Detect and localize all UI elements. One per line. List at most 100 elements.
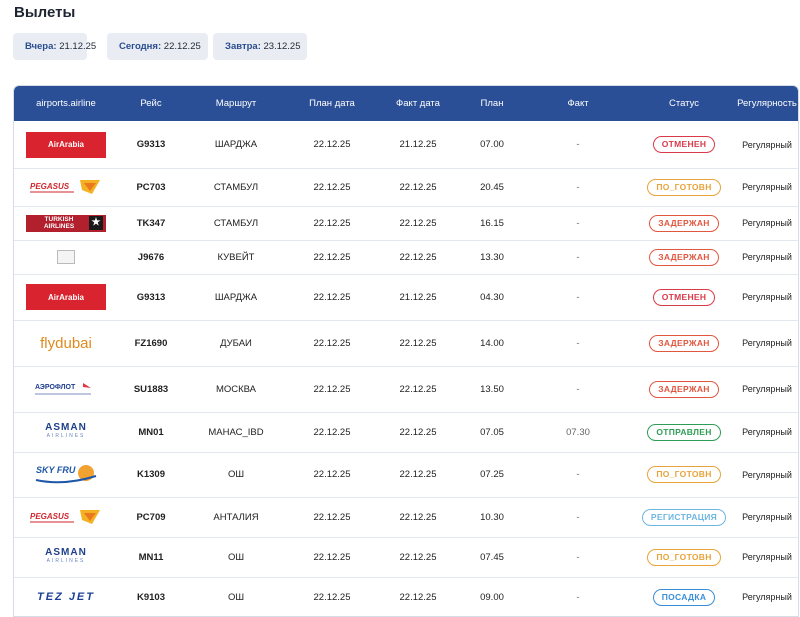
flight-number: G9313	[136, 291, 166, 303]
col-plan-date[interactable]: План дата	[309, 98, 355, 109]
tab-tomorrow[interactable]: Завтра: 23.12.25	[213, 33, 307, 60]
bird-icon: ★	[89, 216, 103, 230]
plan-time: 07.05	[480, 426, 504, 438]
fact-time: -	[576, 139, 580, 150]
plan-time: 07.00	[480, 139, 504, 150]
table-row[interactable]: TEZ JET K9103 ОШ 22.12.25 22.12.25 09.00 - ПОСА…	[14, 577, 798, 616]
logo-text: ASMAN	[45, 422, 87, 433]
col-status[interactable]: Статус	[668, 98, 700, 109]
departures-table: airports.airline Рейс Маршрут План дата …	[13, 85, 799, 617]
tab-yesterday-label: Вчера:	[25, 41, 57, 52]
plan-date: 22.12.25	[313, 291, 351, 303]
logo-text: TEZ JET	[36, 591, 95, 603]
airline-logo-cell: PEGASUS	[14, 497, 118, 537]
logo-text: flydubai	[40, 334, 92, 352]
status-cell: ЗАДЕРЖАН	[632, 240, 736, 274]
flight-number: MN01	[138, 426, 164, 438]
status-badge: ОТМЕНЕН	[652, 136, 716, 153]
fact-time: -	[576, 591, 580, 603]
tab-today[interactable]: Сегодня: 22.12.25	[107, 33, 208, 60]
regularity: Регулярный	[742, 384, 792, 394]
logo-text: AirArabia	[47, 140, 84, 149]
plan-date: 22.12.25	[313, 217, 351, 229]
route: ШАРДЖА	[214, 291, 258, 303]
regularity: Регулярный	[742, 338, 792, 348]
fact-date: 22.12.25	[399, 591, 437, 603]
fact-time: -	[576, 469, 580, 480]
plan-date: 22.12.25	[313, 469, 351, 480]
asman-airlines-logo: ASMAN AIRLINES	[45, 423, 87, 441]
airline-logo-cell: flydubai	[14, 320, 118, 366]
fact-date: 22.12.25	[399, 551, 437, 563]
table-row[interactable]: AirArabia G9313 ШАРДЖА 22.12.25 21.12.25 07.0…	[14, 121, 798, 169]
fact-date: 22.12.25	[399, 426, 437, 438]
route: ДУБАИ	[220, 337, 252, 349]
regularity: Регулярный	[742, 469, 792, 480]
table-row[interactable]: ASMAN AIRLINES MN01 МАНАС_IBD 22.12.25 22.12.…	[14, 412, 798, 453]
route: СТАМБУЛ	[213, 217, 259, 229]
fact-date: 22.12.25	[399, 383, 437, 395]
table-row[interactable]: J9676 КУВЕЙТ 22.12.25 22.12.25 13.30 - ЗАДЕРЖА…	[14, 240, 798, 275]
table-row[interactable]: PEGASUS PC709 АНТАЛИЯ 22.12.25 22.12.25 10.30…	[14, 497, 798, 538]
logo-subtext: AIRLINES	[46, 433, 86, 439]
flight-number: PC703	[136, 181, 166, 193]
plan-date: 22.12.25	[313, 139, 351, 150]
col-fact-date[interactable]: Факт дата	[396, 98, 440, 109]
logo-text: PEGASUS	[30, 182, 70, 191]
route: ОШ	[227, 469, 245, 480]
route: ШАРДЖА	[214, 139, 258, 150]
status-badge: ЗАДЕРЖАН	[649, 214, 719, 232]
plan-time: 10.30	[480, 511, 504, 523]
table-row[interactable]: TURKISH AIRLINES ★ TK347 СТАМБУЛ 22.12.25 22.…	[14, 206, 798, 241]
plan-time: 07.45	[480, 551, 504, 563]
plan-time: 09.00	[480, 591, 504, 603]
fact-date: 21.12.25	[399, 139, 437, 150]
flight-number: K1309	[137, 469, 165, 480]
table-row[interactable]: flydubai FZ1690 ДУБАИ 22.12.25 22.12.25 14.00…	[14, 320, 798, 367]
airline-logo-cell: AirArabia	[14, 274, 118, 320]
col-regularity[interactable]: Регулярность	[737, 98, 797, 109]
asman-airlines-logo: ASMAN AIRLINES	[45, 548, 87, 566]
col-airline[interactable]: airports.airline	[36, 98, 96, 109]
regularity: Регулярный	[742, 512, 792, 522]
col-fact[interactable]: Факт	[567, 98, 589, 109]
fact-time: -	[576, 181, 580, 193]
table-row[interactable]: ASMAN AIRLINES MN11 ОШ 22.12.25 22.12.25 07.45…	[14, 537, 798, 578]
logo-text: АЭРОФЛОТ	[35, 384, 76, 391]
table-row[interactable]: PEGASUS PC703 Стамбул 22.12.25 22.12.25 20.45…	[14, 168, 798, 207]
table-row[interactable]: SKY FRU K1309 ОШ 22.12.25 22.12.25 07.25 - ПО_Г…	[14, 452, 798, 498]
regularity: Регулярный	[742, 218, 792, 228]
fact-time: -	[576, 383, 580, 395]
fact-date: 22.12.25	[399, 337, 437, 349]
plan-date: 22.12.25	[313, 551, 351, 563]
tab-today-label: Сегодня:	[119, 41, 162, 52]
plan-time: 13.50	[480, 383, 504, 395]
col-plan[interactable]: План	[480, 98, 504, 109]
logo-subtext: AIRLINES	[46, 558, 86, 564]
flight-number: PC709	[136, 511, 166, 523]
status-cell: ОТМЕНЕН	[632, 274, 736, 320]
regularity: Регулярный	[742, 182, 792, 192]
status-badge: ЗАДЕРЖАН	[649, 380, 719, 398]
fact-time: -	[576, 511, 580, 523]
route: МАНАС_IBD	[208, 426, 264, 438]
plan-time: 13.30	[480, 251, 504, 263]
plan-date: 22.12.25	[313, 337, 351, 349]
logo-text: ASMAN	[45, 547, 87, 558]
col-route[interactable]: Маршрут	[215, 98, 257, 109]
tab-yesterday[interactable]: Вчера: 21.12.25	[13, 33, 96, 60]
route: МОСКВА	[215, 383, 257, 395]
table-row[interactable]: AirArabia G9313 ШАРДЖА 22.12.25 21.12.25 04.3…	[14, 274, 798, 321]
logo-text: AirArabia	[47, 292, 84, 302]
airline-logo-cell: TEZ JET	[14, 577, 118, 616]
flight-number: J9676	[137, 251, 165, 263]
airline-logo-cell: AirArabia	[14, 121, 118, 168]
airarabia-logo: AirArabia	[26, 131, 106, 158]
status-badge: ЗАДЕРЖАН	[649, 334, 719, 352]
fact-date: 22.12.25	[399, 181, 437, 193]
table-row[interactable]: АЭРОФЛОТ SU1883 МОСКВА 22.12.25 22.12.25 13.5…	[14, 366, 798, 413]
col-flight[interactable]: Рейс	[140, 98, 162, 109]
plan-date: 22.12.25	[313, 251, 351, 263]
route: ОШ	[227, 591, 245, 603]
logo-text: TURKISH AIRLINES	[43, 216, 75, 230]
